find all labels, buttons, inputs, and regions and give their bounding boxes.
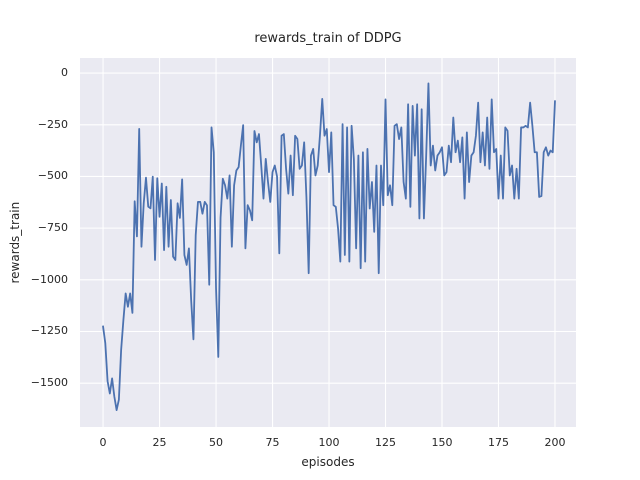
x-tick-label: 125: [375, 436, 396, 449]
x-tick-label: 50: [209, 436, 224, 449]
y-tick-label: −1000: [30, 272, 68, 286]
y-tick-label: −1250: [30, 324, 68, 338]
x-tick-label: 25: [152, 436, 167, 449]
x-tick-label: 200: [544, 436, 566, 449]
y-tick-label: −1500: [30, 376, 68, 390]
x-tick-label: 0: [99, 436, 107, 449]
y-tick-label: −500: [37, 169, 68, 183]
x-axis-label: episodes: [301, 455, 355, 469]
x-tick-label: 150: [431, 436, 453, 449]
y-tick-label: 0: [61, 66, 68, 80]
y-tick-label: −750: [37, 221, 68, 235]
x-tick-label: 75: [265, 436, 280, 449]
y-axis-label: rewards_train: [8, 201, 22, 284]
x-tick-label: 100: [318, 436, 340, 449]
x-tick-label: 175: [487, 436, 509, 449]
y-tick-label: −250: [37, 117, 68, 131]
chart-title: rewards_train of DDPG: [254, 31, 402, 46]
